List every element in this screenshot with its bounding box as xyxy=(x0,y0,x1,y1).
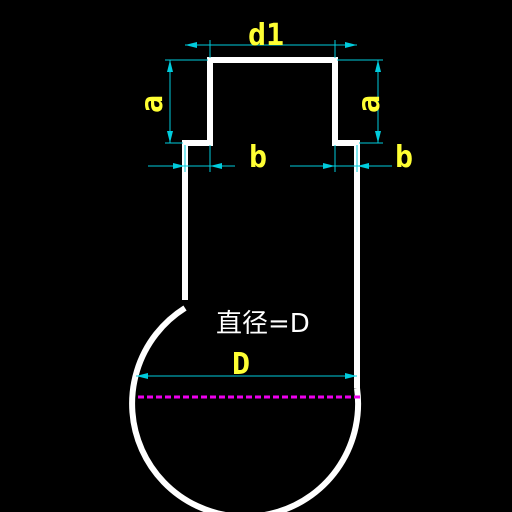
arrow-D-left xyxy=(136,373,148,379)
label-a-left: a xyxy=(135,95,170,113)
arrow-a-left-bottom xyxy=(167,131,173,143)
label-D: D xyxy=(232,347,250,382)
arrow-b-3 xyxy=(323,163,335,169)
arrow-a-right-top xyxy=(375,60,381,72)
arrow-d1-right xyxy=(345,42,357,48)
arrow-b-2 xyxy=(210,163,222,169)
arrow-d1-left xyxy=(185,42,197,48)
bulb-arc xyxy=(129,305,362,512)
label-a-right: a xyxy=(352,95,387,113)
label-b-left: b xyxy=(249,140,267,175)
outline-path xyxy=(182,57,360,388)
dimension-arrows xyxy=(136,42,381,379)
label-diameter-note: 直径=D xyxy=(216,309,310,339)
label-b-right: b xyxy=(395,140,413,175)
arrow-b-4 xyxy=(357,163,369,169)
part-outline xyxy=(129,57,362,512)
arrow-a-right-bottom xyxy=(375,131,381,143)
label-d1: d1 xyxy=(248,18,284,53)
arrow-D-right xyxy=(345,373,357,379)
arrow-a-left-top xyxy=(167,60,173,72)
arrow-b-1 xyxy=(173,163,185,169)
